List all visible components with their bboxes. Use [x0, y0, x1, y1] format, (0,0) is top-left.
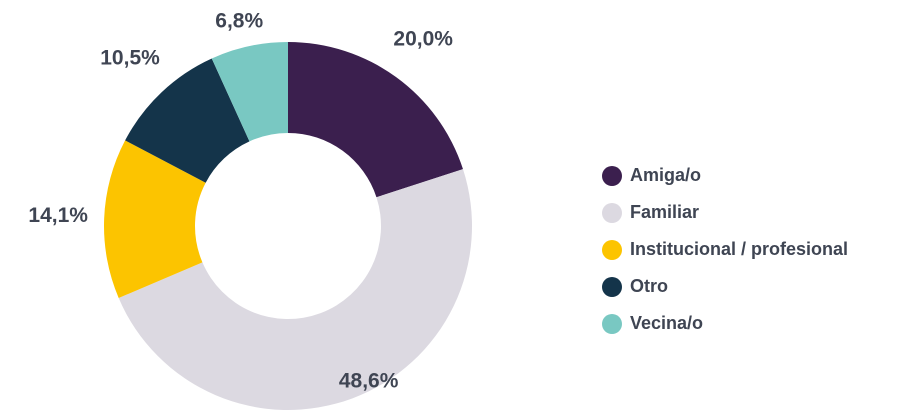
slice: [288, 42, 463, 198]
slice: [118, 169, 473, 411]
legend-marker: [602, 166, 622, 186]
legend-label: Vecina/o: [630, 313, 703, 333]
legend-marker: [602, 203, 622, 223]
legend-marker: [602, 314, 622, 334]
slice: [103, 140, 206, 299]
value-label: 48,6%: [339, 370, 399, 393]
legend-marker: [602, 240, 622, 260]
slice: [125, 58, 250, 183]
legend-label: Otro: [630, 276, 668, 296]
value-label: 20,0%: [393, 27, 453, 50]
value-label: 6,8%: [215, 10, 263, 33]
legend-label: Amiga/o: [630, 165, 701, 185]
value-label: 14,1%: [28, 204, 88, 227]
value-label: 10,5%: [100, 46, 160, 69]
legend-label: Familiar: [630, 202, 699, 222]
legend-label: Institucional / profesional: [630, 239, 848, 259]
slice: [211, 42, 288, 142]
legend-marker: [602, 277, 622, 297]
